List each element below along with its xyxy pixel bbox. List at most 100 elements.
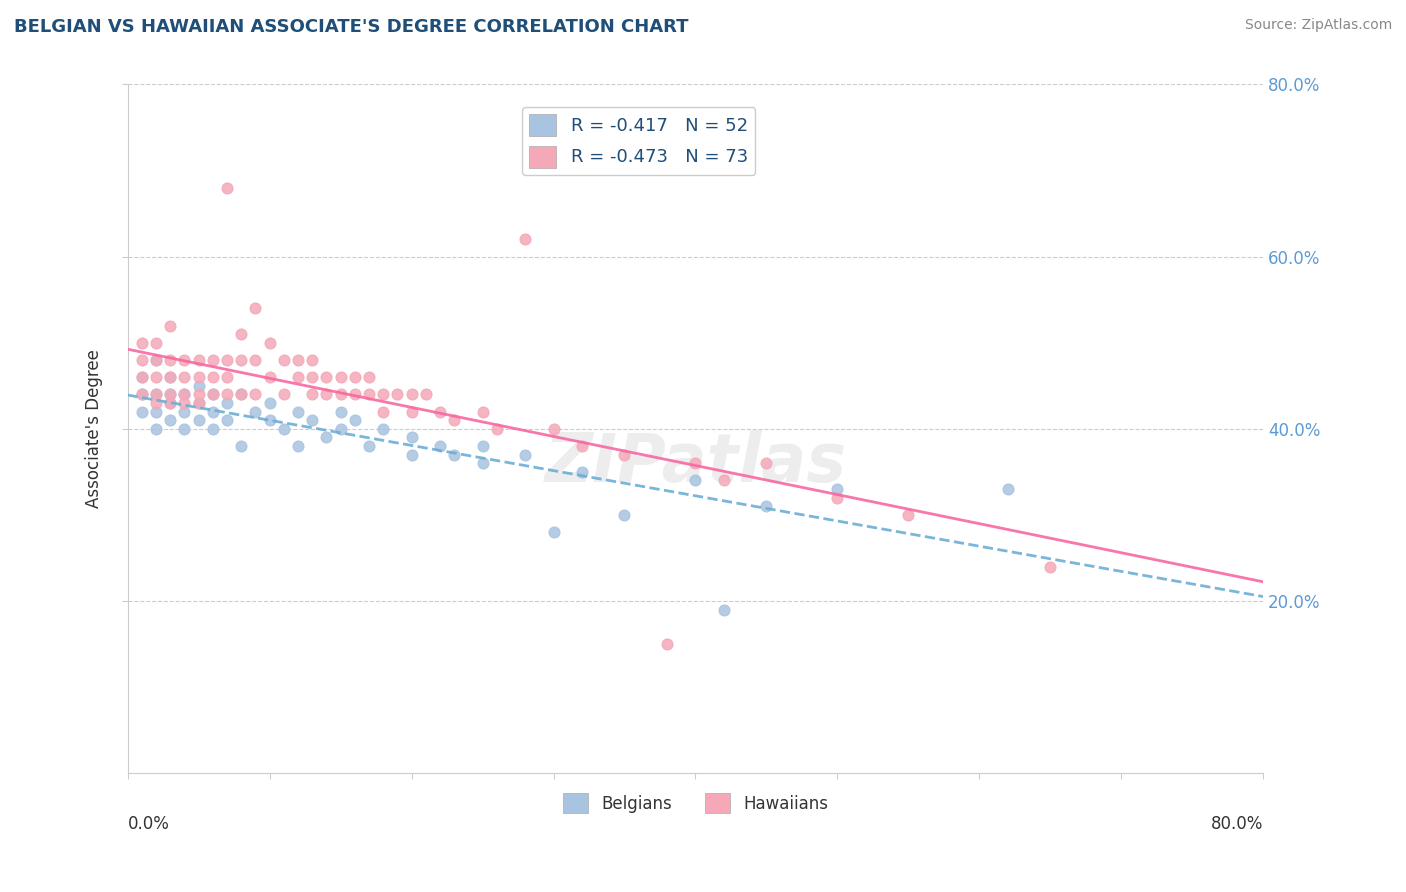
Point <box>571 439 593 453</box>
Point <box>173 404 195 418</box>
Point <box>131 335 153 350</box>
Point <box>401 387 423 401</box>
Point <box>443 448 465 462</box>
Point <box>315 430 337 444</box>
Point <box>571 465 593 479</box>
Point <box>201 387 224 401</box>
Point <box>685 474 707 488</box>
Point <box>755 456 778 470</box>
Point <box>429 439 451 453</box>
Point <box>159 387 181 401</box>
Point <box>245 353 267 368</box>
Point <box>513 232 536 246</box>
Point <box>655 637 678 651</box>
Point <box>231 327 253 342</box>
Text: 80.0%: 80.0% <box>1211 814 1264 832</box>
Point <box>997 482 1019 496</box>
Point <box>245 404 267 418</box>
Point <box>231 387 253 401</box>
Point <box>259 413 281 427</box>
Point <box>245 387 267 401</box>
Point <box>713 474 735 488</box>
Point <box>245 301 267 316</box>
Point <box>357 439 380 453</box>
Point <box>145 387 167 401</box>
Point <box>145 353 167 368</box>
Point <box>471 456 494 470</box>
Point <box>543 422 565 436</box>
Point <box>543 525 565 540</box>
Point <box>513 448 536 462</box>
Point <box>401 430 423 444</box>
Point <box>131 404 153 418</box>
Point <box>287 439 309 453</box>
Point <box>187 396 209 410</box>
Point <box>159 396 181 410</box>
Point <box>187 353 209 368</box>
Point <box>215 370 238 384</box>
Point <box>273 422 295 436</box>
Point <box>685 456 707 470</box>
Point <box>259 370 281 384</box>
Point <box>173 387 195 401</box>
Point <box>301 387 323 401</box>
Point <box>173 353 195 368</box>
Text: Source: ZipAtlas.com: Source: ZipAtlas.com <box>1244 18 1392 32</box>
Point <box>897 508 920 522</box>
Point <box>301 353 323 368</box>
Point <box>387 387 409 401</box>
Point <box>187 396 209 410</box>
Point <box>613 448 636 462</box>
Text: ZIPatlas: ZIPatlas <box>544 430 846 496</box>
Point <box>231 439 253 453</box>
Point <box>401 404 423 418</box>
Point <box>401 448 423 462</box>
Point <box>471 404 494 418</box>
Point <box>301 413 323 427</box>
Y-axis label: Associate's Degree: Associate's Degree <box>86 350 103 508</box>
Point <box>145 387 167 401</box>
Point <box>159 413 181 427</box>
Point <box>373 422 395 436</box>
Point <box>201 422 224 436</box>
Point <box>215 396 238 410</box>
Point <box>315 370 337 384</box>
Point <box>827 491 849 505</box>
Point <box>215 180 238 194</box>
Point <box>145 422 167 436</box>
Point <box>231 353 253 368</box>
Point <box>373 404 395 418</box>
Point <box>613 508 636 522</box>
Point <box>145 404 167 418</box>
Point <box>159 387 181 401</box>
Point <box>201 404 224 418</box>
Point <box>131 387 153 401</box>
Point <box>131 353 153 368</box>
Point <box>315 387 337 401</box>
Point <box>215 387 238 401</box>
Point <box>827 482 849 496</box>
Point <box>1039 559 1062 574</box>
Point <box>159 318 181 333</box>
Point <box>159 396 181 410</box>
Point <box>443 413 465 427</box>
Point <box>187 378 209 392</box>
Point <box>755 500 778 514</box>
Point <box>301 370 323 384</box>
Point <box>287 353 309 368</box>
Point <box>159 370 181 384</box>
Point <box>215 353 238 368</box>
Point <box>485 422 508 436</box>
Point <box>373 387 395 401</box>
Point <box>713 602 735 616</box>
Point <box>173 370 195 384</box>
Point <box>131 370 153 384</box>
Point <box>329 387 352 401</box>
Point <box>159 370 181 384</box>
Point <box>357 387 380 401</box>
Point <box>259 396 281 410</box>
Text: BELGIAN VS HAWAIIAN ASSOCIATE'S DEGREE CORRELATION CHART: BELGIAN VS HAWAIIAN ASSOCIATE'S DEGREE C… <box>14 18 689 36</box>
Point <box>287 404 309 418</box>
Point <box>329 370 352 384</box>
Point <box>145 335 167 350</box>
